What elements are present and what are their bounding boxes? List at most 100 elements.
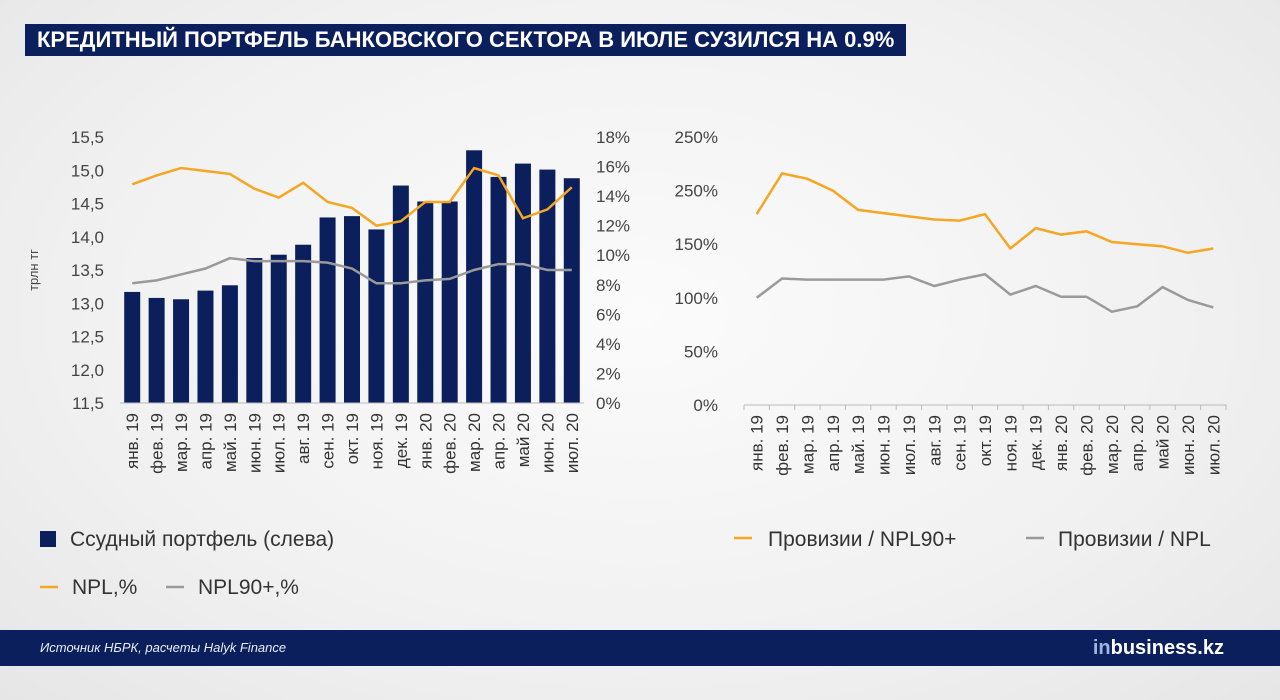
- x-tick-label: ноя. 19: [367, 413, 386, 469]
- y-tick-right: 2%: [596, 364, 621, 383]
- x-tick-label: апр. 20: [1128, 415, 1147, 471]
- legend-label: Провизии / NPL90+: [768, 528, 956, 551]
- y-tick: 0%: [693, 396, 718, 415]
- x-tick-label: мар. 19: [798, 415, 817, 474]
- x-tick-label: май 20: [514, 413, 533, 467]
- y-tick: 250%: [675, 182, 718, 201]
- bar: [466, 150, 483, 403]
- x-tick-label: дек. 19: [392, 413, 411, 468]
- y-tick-left: 14,0: [71, 228, 104, 247]
- x-tick-label: мар. 19: [172, 413, 191, 472]
- bar: [270, 254, 287, 403]
- bar: [221, 285, 238, 403]
- x-tick-label: май. 19: [849, 415, 868, 474]
- bar: [246, 258, 263, 403]
- bar: [417, 201, 434, 403]
- y-tick-right: 6%: [596, 305, 621, 324]
- bar: [490, 176, 507, 403]
- x-tick-label: янв. 20: [1052, 415, 1071, 471]
- bar: [295, 244, 312, 403]
- y-tick-left: 13,5: [71, 261, 104, 280]
- y-tick: 100%: [675, 289, 718, 308]
- y-tick-left: 12,0: [71, 361, 104, 380]
- bar: [344, 216, 360, 403]
- x-tick-label: июл. 19: [270, 413, 289, 473]
- bar: [148, 297, 165, 403]
- y-tick: 250%: [675, 128, 718, 147]
- bar: [563, 178, 580, 403]
- x-tick-label: июн. 20: [1179, 415, 1198, 475]
- x-tick-label: авг. 19: [925, 415, 944, 466]
- bar: [514, 163, 531, 403]
- x-tick-label: ноя. 19: [1001, 415, 1020, 471]
- legends: Ссудный портфель (слева) NPL,% NPL90+,% Про…: [40, 528, 1211, 599]
- y-tick-right: 8%: [596, 276, 621, 295]
- x-tick-label: июл. 20: [563, 413, 582, 473]
- y-tick-right: 4%: [596, 335, 621, 354]
- legend-label: NPL90+,%: [198, 576, 299, 599]
- bar: [368, 229, 385, 403]
- provisions-chart: 0% 50% 100% 150% 250% 250% янв. 19 фев. 19 мар. …: [675, 128, 1227, 476]
- x-tick-label: июн. 19: [245, 413, 264, 473]
- x-tick-label: апр. 19: [824, 415, 843, 471]
- x-tick-label: дек. 19: [1027, 415, 1046, 470]
- legend-label: NPL,%: [72, 576, 137, 599]
- y-tick-right: 14%: [596, 187, 630, 206]
- legend-swatch-bar: [40, 531, 56, 547]
- x-tick-label: мар. 20: [465, 413, 484, 472]
- y-tick-right: 10%: [596, 246, 630, 265]
- bar: [441, 201, 458, 403]
- y-tick: 50%: [684, 342, 718, 361]
- page-title: КРЕДИТНЫЙ ПОРТФЕЛЬ БАНКОВСКОГО СЕКТОРА В…: [25, 24, 907, 56]
- x-tick-label: апр. 20: [490, 413, 509, 469]
- y-tick-right: 16%: [596, 158, 630, 177]
- npl-line: [131, 166, 573, 227]
- x-tick-label: авг. 19: [294, 413, 313, 464]
- x-tick-label: янв. 20: [416, 413, 435, 469]
- x-tick-label: фев. 19: [773, 415, 792, 476]
- y-tick-right: 0%: [596, 394, 621, 413]
- bar: [539, 169, 556, 403]
- x-tick-label: июл. 20: [1204, 415, 1223, 475]
- y-tick-left: 11,5: [72, 394, 104, 413]
- x-tick-label: фев. 19: [148, 413, 167, 474]
- x-tick-label: окт. 19: [976, 415, 995, 466]
- x-tick-label: окт. 19: [343, 413, 362, 464]
- legend-label: Провизии / NPL: [1058, 528, 1211, 551]
- legend-label: Ссудный портфель (слева): [70, 528, 334, 551]
- x-tick-label: май. 19: [221, 413, 240, 472]
- x-tick-label: фев. 20: [441, 413, 460, 474]
- y-tick-right: 18%: [596, 128, 630, 147]
- y-tick-left: 14,5: [71, 195, 104, 214]
- loan-portfolio-chart: 11,5 12,0 12,5 13,0 13,5 14,0 14,5 15,0 15,5 0% 2%…: [26, 128, 630, 474]
- source-note: Источник НБРК, расчеты Halyk Finance: [40, 640, 287, 655]
- npl90-line: [132, 256, 572, 285]
- x-tick-label: фев. 20: [1077, 415, 1096, 476]
- y-tick-left: 15,0: [71, 161, 104, 180]
- bar: [124, 291, 141, 403]
- provisions-npl90-line: [755, 172, 1214, 255]
- bar: [197, 290, 214, 403]
- x-tick-label: июн. 19: [875, 415, 894, 475]
- footer-bar: Источник НБРК, расчеты Halyk Finance inb…: [0, 630, 1280, 666]
- x-tick-label: сен. 19: [951, 415, 970, 471]
- x-tick-label: апр. 19: [196, 413, 215, 469]
- y-tick-left: 15,5: [71, 128, 104, 147]
- x-tick-label: июл. 19: [900, 415, 919, 475]
- y-tick-left: 13,0: [71, 294, 104, 313]
- bar: [392, 185, 409, 403]
- y-axis-label: трлн тг: [26, 249, 41, 291]
- y-tick-left: 12,5: [71, 328, 104, 347]
- x-tick-label: янв. 19: [123, 413, 142, 469]
- logo-prefix: in: [1092, 637, 1111, 659]
- x-tick-label: сен. 19: [319, 413, 338, 469]
- x-tick-label: май 20: [1154, 415, 1173, 469]
- y-tick: 150%: [675, 235, 718, 254]
- y-tick-right: 12%: [596, 217, 630, 236]
- bar: [173, 299, 190, 403]
- x-tick-label: янв. 19: [748, 415, 767, 471]
- x-tick-label: июн. 20: [538, 413, 557, 473]
- x-tick-label: мар. 20: [1103, 415, 1122, 474]
- site-logo[interactable]: inbusiness.kz: [1093, 630, 1224, 666]
